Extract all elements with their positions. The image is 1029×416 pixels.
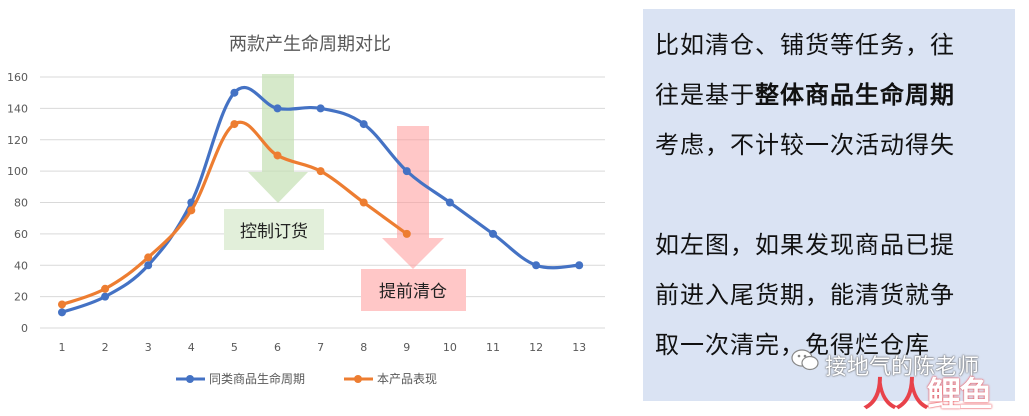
y-tick-label: 100 xyxy=(7,165,28,178)
panel-line-5: 前进入尾货期，能清货就争 xyxy=(655,281,955,309)
series-point-2 xyxy=(402,229,411,238)
x-tick-label: 6 xyxy=(274,341,281,354)
panel-line-2-a: 往是基于 xyxy=(655,81,755,109)
series-point-1 xyxy=(532,261,541,270)
y-tick-label: 0 xyxy=(21,322,28,335)
series-point-1 xyxy=(144,261,153,270)
legend-label-2: 本产品表现 xyxy=(377,372,437,386)
y-tick-label: 140 xyxy=(7,102,28,115)
x-tick-label: 9 xyxy=(403,341,410,354)
x-tick-label: 3 xyxy=(145,341,152,354)
x-tick-label: 2 xyxy=(102,341,109,354)
panel-line-4: 如左图，如果发现商品已提 xyxy=(655,231,955,259)
x-tick-label: 12 xyxy=(529,341,543,354)
annotation-label-control-order: 控制订货 xyxy=(240,222,308,242)
text-panel: 比如清仓、铺货等任务，往 往是基于整体商品生命周期 考虑，不计较一次活动得失 如… xyxy=(643,9,1015,401)
series-point-1 xyxy=(273,104,282,113)
series-point-1 xyxy=(316,104,325,113)
series-point-2 xyxy=(187,206,196,215)
chart-title: 两款产生命周期对比 xyxy=(229,34,391,55)
panel-line-3: 考虑，不计较一次活动得失 xyxy=(655,131,955,159)
y-tick-label: 40 xyxy=(14,259,28,272)
annotation-label-early-clearance: 提前清仓 xyxy=(379,282,447,302)
x-tick-label: 13 xyxy=(572,341,586,354)
series-point-1 xyxy=(359,120,368,129)
panel-line-2: 往是基于整体商品生命周期 xyxy=(655,81,955,109)
series-point-1 xyxy=(402,167,411,176)
series-point-2 xyxy=(316,167,325,176)
chart-area: 两款产生命周期对比 0 20 40 60 80 100 120 140 160 1 2 3 4 5 6 7 8 9 1… xyxy=(7,34,605,386)
watermark-logo: 人人鲤鱼 xyxy=(863,367,993,416)
series-point-1 xyxy=(58,308,66,317)
panel-line-2-bold: 整体商品生命周期 xyxy=(755,81,955,109)
arrow-early-clearance xyxy=(382,126,444,269)
legend-label-1: 同类商品生命周期 xyxy=(209,371,305,386)
x-tick-label: 8 xyxy=(360,341,367,354)
wechat-icon xyxy=(791,349,819,371)
series-point-1 xyxy=(101,292,110,301)
y-tick-label: 20 xyxy=(14,291,28,304)
y-tick-label: 160 xyxy=(7,71,28,84)
series-point-2 xyxy=(58,300,66,309)
y-tick-label: 60 xyxy=(14,228,28,241)
series-point-2 xyxy=(230,120,239,129)
panel-line-1: 比如清仓、铺货等任务，往 xyxy=(655,31,955,59)
series-point-2 xyxy=(144,253,153,262)
watermark: 接地气的陈老师 人人鲤鱼 xyxy=(790,345,1029,415)
legend-marker-1 xyxy=(186,375,194,383)
x-tick-label: 1 xyxy=(59,341,66,354)
annotation-box-early-clearance xyxy=(361,269,466,311)
logo-part-a: 人人 xyxy=(863,375,929,415)
y-tick-label: 120 xyxy=(7,134,28,147)
annotation-box-control-order xyxy=(224,209,324,250)
series-point-1 xyxy=(575,261,584,270)
x-tick-label: 5 xyxy=(231,341,238,354)
x-tick-label: 11 xyxy=(486,341,500,354)
x-tick-label: 7 xyxy=(317,341,324,354)
arrow-control-order xyxy=(248,74,308,203)
series-point-2 xyxy=(359,198,368,207)
y-tick-label: 80 xyxy=(14,197,28,210)
series-point-2 xyxy=(273,151,282,160)
series-line-1 xyxy=(60,85,581,314)
series-point-1 xyxy=(445,198,454,207)
x-tick-label: 10 xyxy=(443,341,457,354)
x-tick-label: 4 xyxy=(188,341,195,354)
watermark-text: 接地气的陈老师 xyxy=(825,355,980,380)
logo-part-b: 鲤鱼 xyxy=(927,375,993,415)
panel-line-6: 取一次清完，免得烂仓库 xyxy=(655,331,930,359)
series-point-2 xyxy=(101,284,110,293)
series-point-1 xyxy=(489,229,497,238)
series-point-1 xyxy=(230,88,239,97)
legend-marker-2 xyxy=(354,375,362,383)
